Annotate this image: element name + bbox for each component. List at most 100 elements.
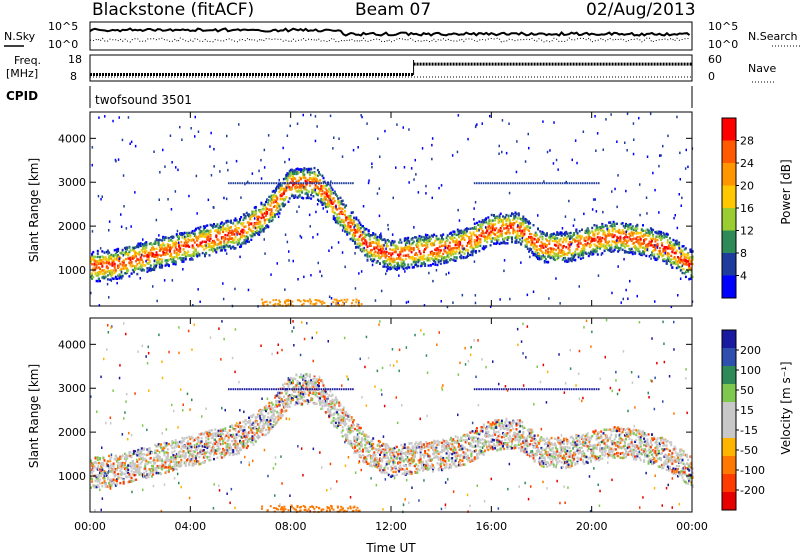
echo-mark (388, 240, 390, 242)
echo-mark (257, 218, 259, 220)
echo-mark (220, 241, 222, 243)
noise-mark (408, 301, 410, 304)
echo-mark (193, 239, 195, 241)
echo-mark (670, 255, 672, 257)
echo-mark (302, 197, 304, 199)
echo-mark (529, 222, 531, 224)
echo-mark (516, 213, 518, 215)
echo-mark (467, 228, 469, 230)
echo-mark (589, 231, 591, 233)
echo-mark (591, 227, 593, 229)
echo-mark (546, 239, 548, 241)
noise-mark (211, 174, 213, 177)
echo-mark (107, 460, 109, 462)
noise-mark (633, 153, 635, 156)
noise-mark (679, 152, 681, 155)
echo-mark (276, 207, 278, 209)
noise-mark (286, 187, 288, 190)
echo-mark (510, 226, 512, 228)
noise-mark (208, 199, 210, 202)
noise-mark (175, 190, 177, 193)
echo-mark (479, 241, 481, 243)
echo-mark (485, 245, 487, 247)
echo-mark (442, 253, 444, 255)
echo-mark (91, 480, 93, 482)
echo-mark (250, 216, 252, 218)
echo-mark (463, 256, 465, 258)
noise-mark (197, 288, 199, 291)
range-gate-mark (521, 182, 523, 184)
echo-mark (127, 253, 129, 255)
echo-mark (566, 233, 568, 235)
echo-mark (188, 246, 190, 248)
noise-mark (310, 225, 312, 228)
echo-mark (185, 258, 187, 260)
noise-mark (573, 224, 575, 227)
echo-mark (360, 231, 362, 233)
echo-mark (289, 197, 291, 199)
noise-mark (621, 301, 623, 304)
echo-mark (327, 190, 329, 192)
noise-mark (179, 126, 181, 128)
echo-mark (574, 239, 576, 241)
echo-mark (128, 275, 130, 277)
noise-mark (557, 168, 559, 171)
echo-mark (169, 250, 171, 252)
noise-mark (316, 125, 318, 128)
echo-mark (113, 255, 115, 257)
range-gate-mark (307, 182, 309, 184)
echo-mark (329, 196, 331, 198)
echo-mark (108, 455, 110, 457)
range-gate-mark (478, 182, 480, 184)
echo-mark (265, 215, 267, 217)
echo-mark (102, 457, 104, 459)
echo-mark (678, 266, 680, 268)
noise-mark (432, 137, 434, 140)
echo-mark (99, 256, 101, 258)
noise-mark (278, 186, 280, 189)
noise-mark (321, 275, 323, 278)
echo-mark (441, 240, 443, 242)
echo-mark (568, 257, 570, 259)
noise-mark (583, 213, 585, 216)
noise-mark (448, 272, 450, 275)
echo-mark (344, 214, 346, 216)
noise-mark (614, 188, 616, 191)
echo-mark (308, 197, 310, 199)
echo-mark (604, 231, 606, 233)
noise-mark (332, 147, 334, 150)
echo-mark (236, 219, 238, 221)
echo-mark (175, 439, 177, 441)
noise-mark (649, 255, 651, 258)
echo-mark (470, 235, 472, 237)
noise-mark (198, 131, 200, 134)
echo-mark (133, 471, 135, 473)
noise-mark (120, 213, 122, 216)
echo-mark (500, 213, 502, 215)
echo-mark (125, 264, 127, 266)
echo-mark (627, 228, 629, 230)
echo-mark (158, 261, 160, 263)
noise-mark (156, 219, 158, 222)
noise-mark (342, 155, 344, 158)
noise-mark (677, 294, 679, 297)
echo-mark (336, 213, 338, 215)
range-gate-mark (510, 182, 512, 184)
echo-mark (123, 481, 125, 483)
near-range-mark (361, 303, 363, 305)
echo-mark (668, 256, 670, 258)
echo-mark (639, 241, 641, 243)
echo-mark (498, 239, 500, 241)
echo-mark (516, 239, 518, 241)
echo-mark (130, 451, 132, 453)
noise-mark (98, 116, 100, 119)
cpid-label: CPID (6, 89, 38, 103)
echo-mark (652, 238, 654, 240)
echo-mark (283, 193, 285, 195)
range-gate-mark (589, 182, 591, 184)
echo-mark (172, 442, 174, 444)
echo-mark (259, 228, 261, 230)
echo-mark (325, 198, 327, 200)
echo-mark (430, 264, 432, 266)
echo-mark (454, 231, 456, 233)
